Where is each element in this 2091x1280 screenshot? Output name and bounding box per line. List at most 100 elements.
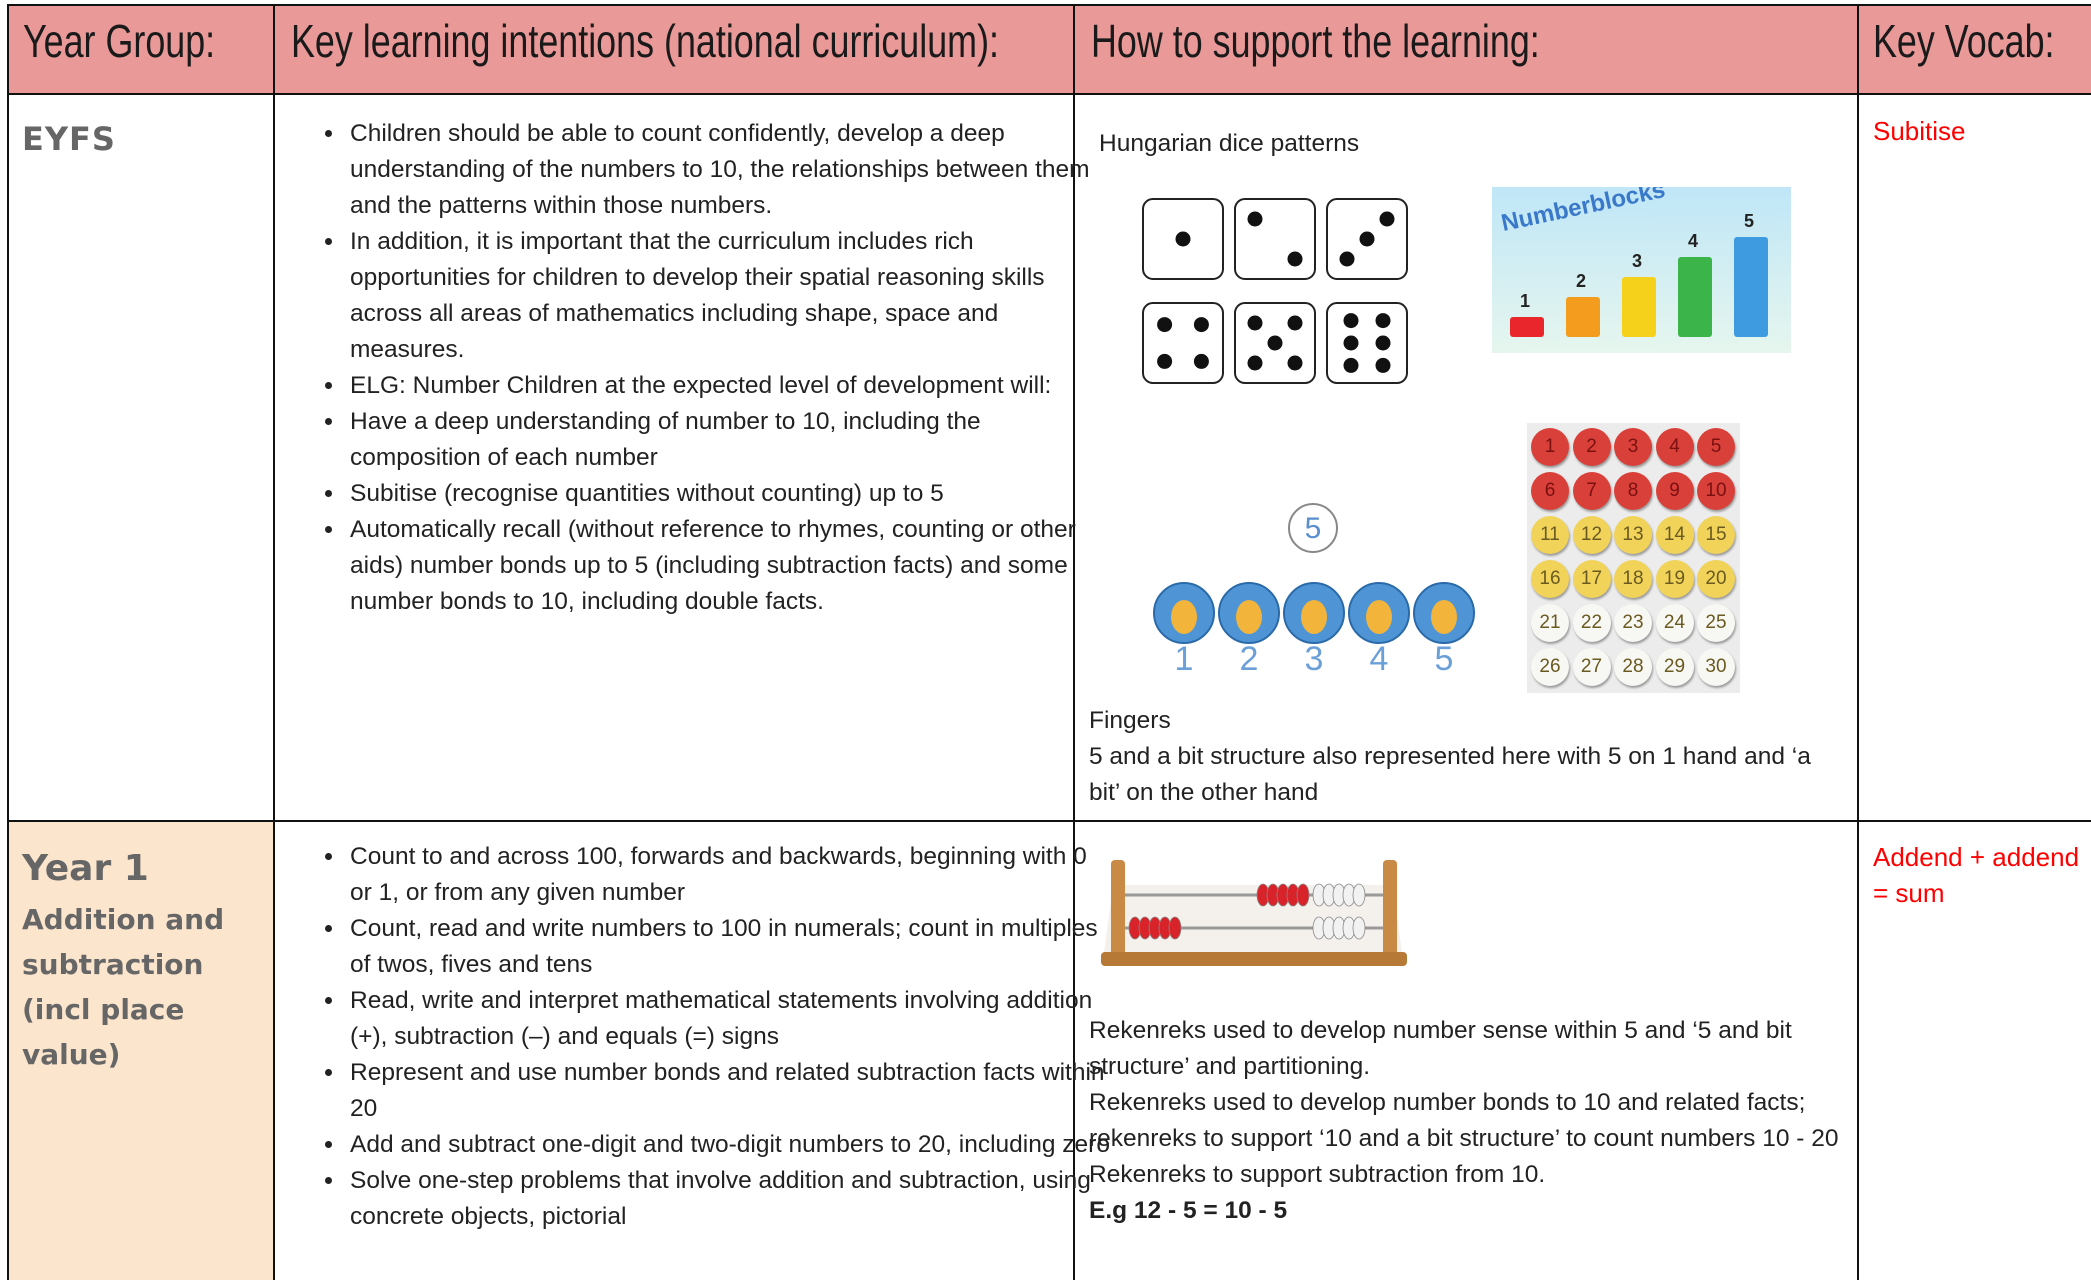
year-group: Year 1 — [22, 848, 149, 889]
bead — [1352, 916, 1366, 940]
tile: 24 — [1655, 604, 1694, 642]
block-number: 3 — [1632, 251, 1643, 271]
note: Rekenreks used to develop number sense w… — [1089, 1017, 1792, 1080]
tile: 30 — [1697, 648, 1735, 686]
intentions-list: Count to and across 100, forwards and ba… — [300, 839, 1111, 1235]
tile: 21 — [1531, 604, 1569, 642]
palm — [1366, 600, 1392, 634]
pip — [1287, 355, 1303, 371]
block-number: 4 — [1688, 231, 1699, 251]
intention: Children should be able to count confide… — [346, 116, 1111, 224]
tile: 8 — [1614, 472, 1652, 510]
die — [1326, 302, 1408, 384]
block — [1622, 277, 1656, 337]
tile: 2 — [1572, 428, 1611, 466]
tile: 23 — [1614, 604, 1652, 642]
block — [1734, 237, 1768, 337]
header-cell — [7, 4, 275, 95]
pip — [1175, 231, 1191, 247]
tile: 14 — [1655, 516, 1694, 554]
pip — [1375, 313, 1391, 329]
tile: 20 — [1697, 560, 1735, 598]
bead — [1296, 883, 1310, 907]
finger-label: 4 — [1370, 640, 1389, 678]
pip — [1343, 335, 1359, 351]
pip — [1287, 251, 1303, 267]
vocab: Subitise — [1873, 116, 1966, 146]
tile: 25 — [1697, 604, 1735, 642]
pip — [1375, 357, 1391, 373]
tile: 19 — [1655, 560, 1694, 598]
tile: 6 — [1531, 472, 1569, 510]
number-tiles-image: 1 2 3 4 5 6 7 8 9 10 11 12 13 14 15 16 17 18 19 20 21 22 23 24 2… — [1527, 423, 1740, 693]
tile: 29 — [1655, 648, 1694, 686]
tile: 1 — [1531, 428, 1569, 466]
notes: Rekenreks used to develop number sense w… — [1089, 1013, 1839, 1229]
block-number: 1 — [1520, 291, 1531, 311]
intention: ELG: Number Children at the expected lev… — [346, 368, 1111, 404]
note: Fingers — [1089, 707, 1171, 734]
note: Rekenreks to support subtraction from 10… — [1089, 1161, 1546, 1188]
tile: 13 — [1614, 516, 1652, 554]
tile: 28 — [1614, 648, 1652, 686]
pip — [1287, 315, 1303, 331]
block — [1566, 297, 1600, 337]
tile: 27 — [1572, 648, 1611, 686]
block — [1678, 257, 1712, 337]
pip — [1343, 313, 1359, 329]
pip — [1375, 335, 1391, 351]
header-text: Key Vocab: — [1873, 15, 2055, 67]
tile: 7 — [1572, 472, 1611, 510]
die — [1142, 302, 1224, 384]
palm — [1431, 600, 1457, 634]
bead — [1168, 916, 1182, 940]
dice-image — [1142, 198, 1408, 384]
pip — [1193, 353, 1209, 369]
intention: Solve one-step problems that involve add… — [346, 1163, 1111, 1235]
finger-label: 3 — [1305, 640, 1324, 678]
topic: Addition and subtraction (incl place val… — [22, 903, 225, 1071]
header-cell — [273, 4, 1075, 95]
pip — [1157, 353, 1173, 369]
intention: Have a deep understanding of number to 1… — [346, 404, 1111, 476]
tile: 16 — [1531, 560, 1569, 598]
frame — [1101, 952, 1407, 966]
intention: In addition, it is important that the cu… — [346, 224, 1111, 368]
finger-label: 5 — [1435, 640, 1454, 678]
intention: Automatically recall (without reference … — [346, 512, 1111, 620]
tile: 17 — [1572, 560, 1611, 598]
logo: Numberblocks — [1498, 187, 1668, 238]
tile: 3 — [1614, 428, 1652, 466]
tile: 11 — [1531, 516, 1569, 554]
palm — [1301, 600, 1327, 634]
pip — [1379, 211, 1395, 227]
header-text: How to support the learning: — [1091, 15, 1540, 67]
vocab: Addend + addend = sum — [1873, 842, 2080, 908]
intention: Count, read and write numbers to 100 in … — [346, 911, 1111, 983]
intention: Count to and across 100, forwards and ba… — [346, 839, 1111, 911]
pip — [1339, 251, 1355, 267]
frame — [1111, 860, 1125, 960]
tile: 26 — [1531, 648, 1569, 686]
numberblocks-image: Numberblocks 1 2 3 4 5 — [1492, 187, 1791, 353]
tile: 12 — [1572, 516, 1611, 554]
header-text: Key learning intentions (national curric… — [291, 15, 999, 67]
pip — [1247, 315, 1263, 331]
tile: 5 — [1697, 428, 1735, 466]
tile: 4 — [1655, 428, 1694, 466]
intention: Subitise (recognise quantities without c… — [346, 476, 1111, 512]
pip — [1247, 355, 1263, 371]
die — [1234, 198, 1316, 280]
palm — [1171, 600, 1197, 634]
note: Rekenreks used to develop number bonds t… — [1089, 1089, 1839, 1152]
pip — [1343, 357, 1359, 373]
pip — [1193, 317, 1209, 333]
pip — [1157, 317, 1173, 333]
pip — [1267, 335, 1283, 351]
pip — [1247, 211, 1263, 227]
beads — [1128, 883, 1366, 940]
block-number: 5 — [1744, 211, 1755, 231]
note: 5 and a bit structure also represented h… — [1089, 743, 1811, 806]
header-text: Year Group: — [23, 15, 216, 67]
